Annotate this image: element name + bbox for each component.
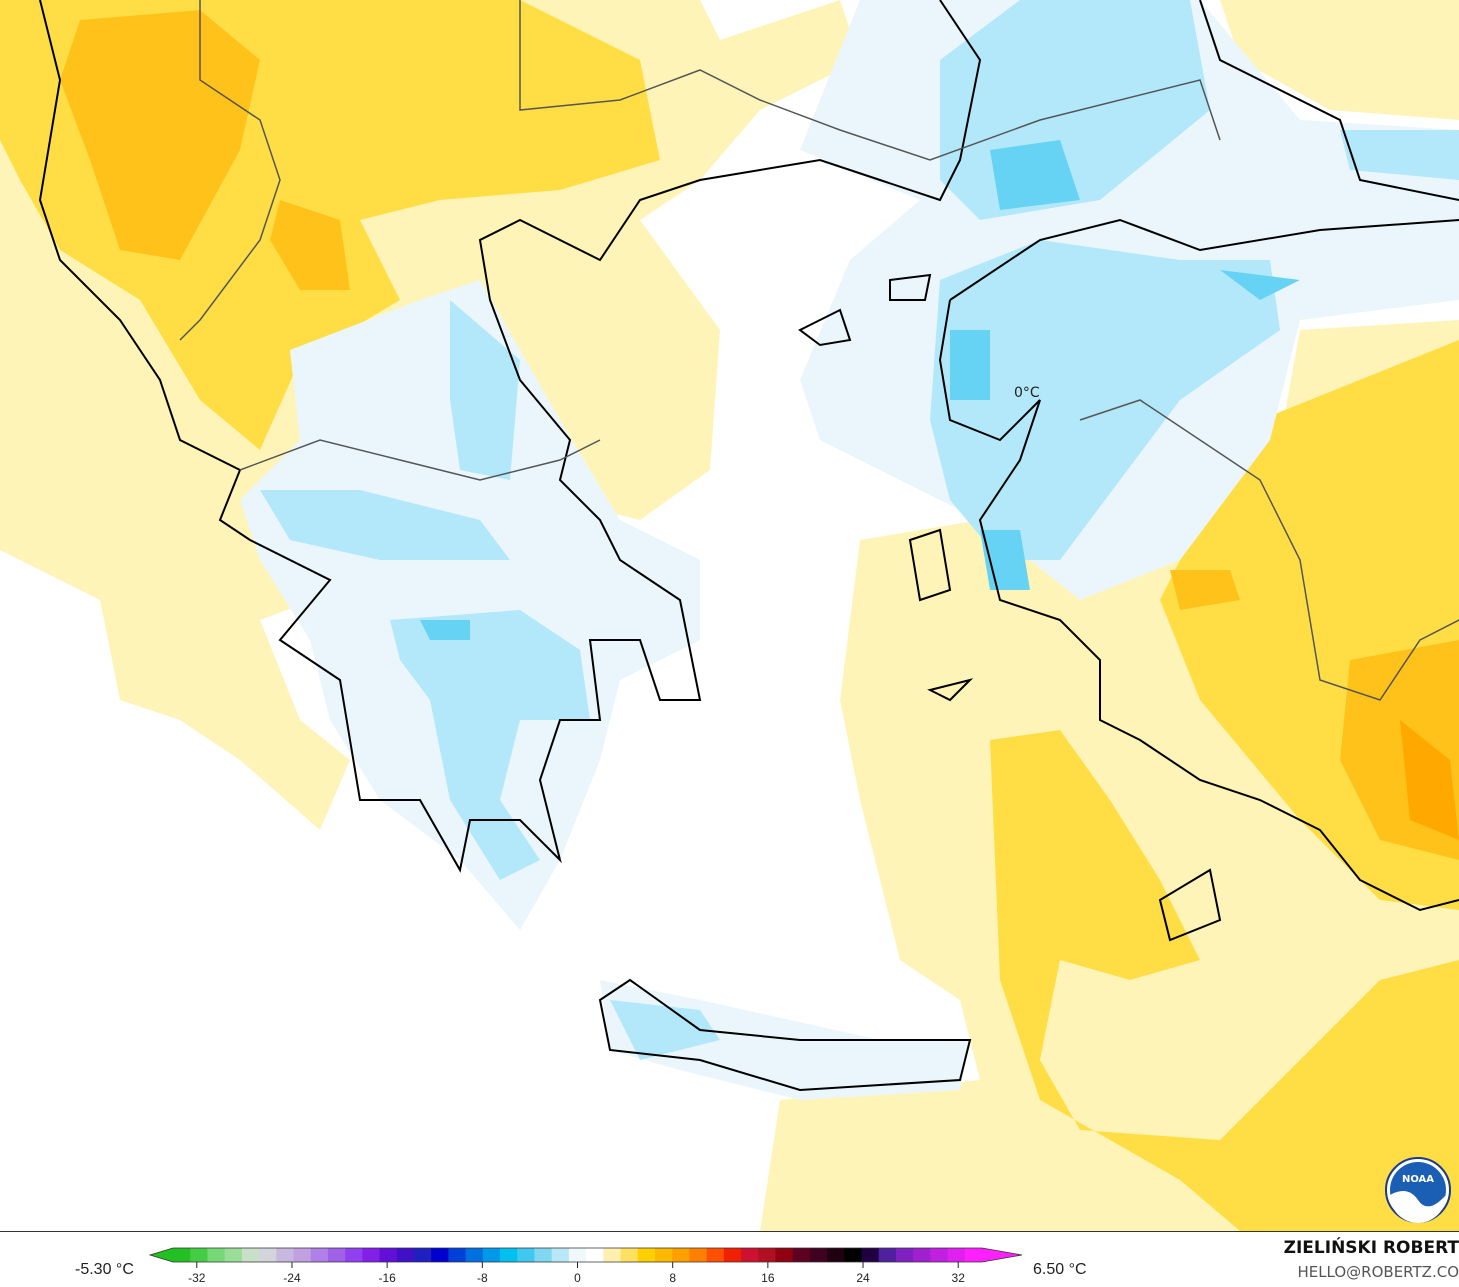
colorbar-segment (431, 1248, 449, 1262)
colorbar-segment (930, 1248, 949, 1262)
colorbar-segment (895, 1248, 914, 1262)
colorbar-segment (413, 1248, 432, 1262)
country-borders (179, 0, 1459, 701)
colorbar-segment (362, 1248, 381, 1262)
colorbar-segment (276, 1248, 294, 1262)
colorbar-segment (379, 1248, 398, 1262)
colorbar-segment (551, 1248, 570, 1262)
colorbar-segment (586, 1248, 604, 1262)
colorbar-segment (827, 1248, 845, 1262)
colorbar-segment (809, 1248, 828, 1262)
colorbar-segment (500, 1248, 518, 1262)
colorbar-segment (723, 1248, 742, 1262)
colorbar-segment (775, 1248, 794, 1262)
colorbar-min-label: -5.30 °C (75, 1261, 134, 1278)
colorbar-segment (310, 1248, 329, 1262)
colorbar-segment (327, 1248, 346, 1262)
noaa-logo: NOAA (1385, 1157, 1451, 1223)
colorbar-segment (758, 1248, 776, 1262)
colorbar-segment (792, 1248, 811, 1262)
credit-name: ZIELIŃSKI ROBERT (1283, 1238, 1459, 1258)
svg-text:NOAA: NOAA (1402, 1174, 1434, 1185)
colorbar-segment (844, 1248, 863, 1262)
colorbar-segment (568, 1248, 587, 1262)
colorbar-segment (861, 1248, 880, 1262)
colorbar-max-arrow (982, 1248, 1022, 1262)
colorbar-segment (689, 1248, 708, 1262)
colorbar-tick-label: 0 (574, 1271, 581, 1285)
colorbar-segment (706, 1248, 725, 1262)
colorbar-segment (173, 1248, 191, 1262)
colorbar-segment (293, 1248, 312, 1262)
colorbar-segment (672, 1248, 690, 1262)
colorbar-tick-label: -24 (283, 1271, 301, 1285)
colorbar-segment (190, 1248, 208, 1262)
colorbar-tick-label: -8 (477, 1271, 488, 1285)
colorbar-tick-label: -16 (378, 1271, 396, 1285)
colorbar-tick-label: 16 (761, 1271, 775, 1285)
credit-email: HELLO@ROBERTZ.CO (1297, 1263, 1459, 1281)
colorbar-segment (947, 1248, 966, 1262)
colorbar-segment (207, 1248, 226, 1262)
colorbar-segment (654, 1248, 673, 1262)
colorbar-segment (345, 1248, 363, 1262)
colorbar-tick-label: 24 (856, 1271, 870, 1285)
colorbar-segment (259, 1248, 277, 1262)
colorbar-segment (241, 1248, 260, 1262)
colorbar-segment (603, 1248, 622, 1262)
colorbar-segment (913, 1248, 931, 1262)
colorbar-max-label: 6.50 °C (1033, 1261, 1087, 1278)
colorbar-segment (741, 1248, 759, 1262)
colorbar-segment (964, 1248, 983, 1262)
colorbar-segment (396, 1248, 415, 1262)
colorbar-min-arrow (150, 1248, 173, 1262)
contour-label: 0°C (1014, 385, 1040, 401)
colorbar-segment (878, 1248, 897, 1262)
temperature-anomaly-map: 0°C NOAA (0, 0, 1459, 1232)
colorbar-tick-label: 32 (952, 1271, 966, 1285)
colorbar-segment (534, 1248, 553, 1262)
colorbar-segment (465, 1248, 484, 1262)
colorbar-segment (224, 1248, 243, 1262)
colorbar: -32 -24 -16 -8 0 8 16 24 32 (148, 1247, 1023, 1285)
cold-anomaly-areas (240, 0, 1459, 1100)
colorbar-segment (482, 1248, 501, 1262)
colorbar-segment (448, 1248, 467, 1262)
colorbar-tick-label: 8 (669, 1271, 676, 1285)
colorbar-segment (637, 1248, 656, 1262)
colorbar-tick-label: -32 (188, 1271, 206, 1285)
colorbar-segment (620, 1248, 639, 1262)
colorbar-segment (517, 1248, 535, 1262)
coastlines (38, 0, 1459, 1092)
